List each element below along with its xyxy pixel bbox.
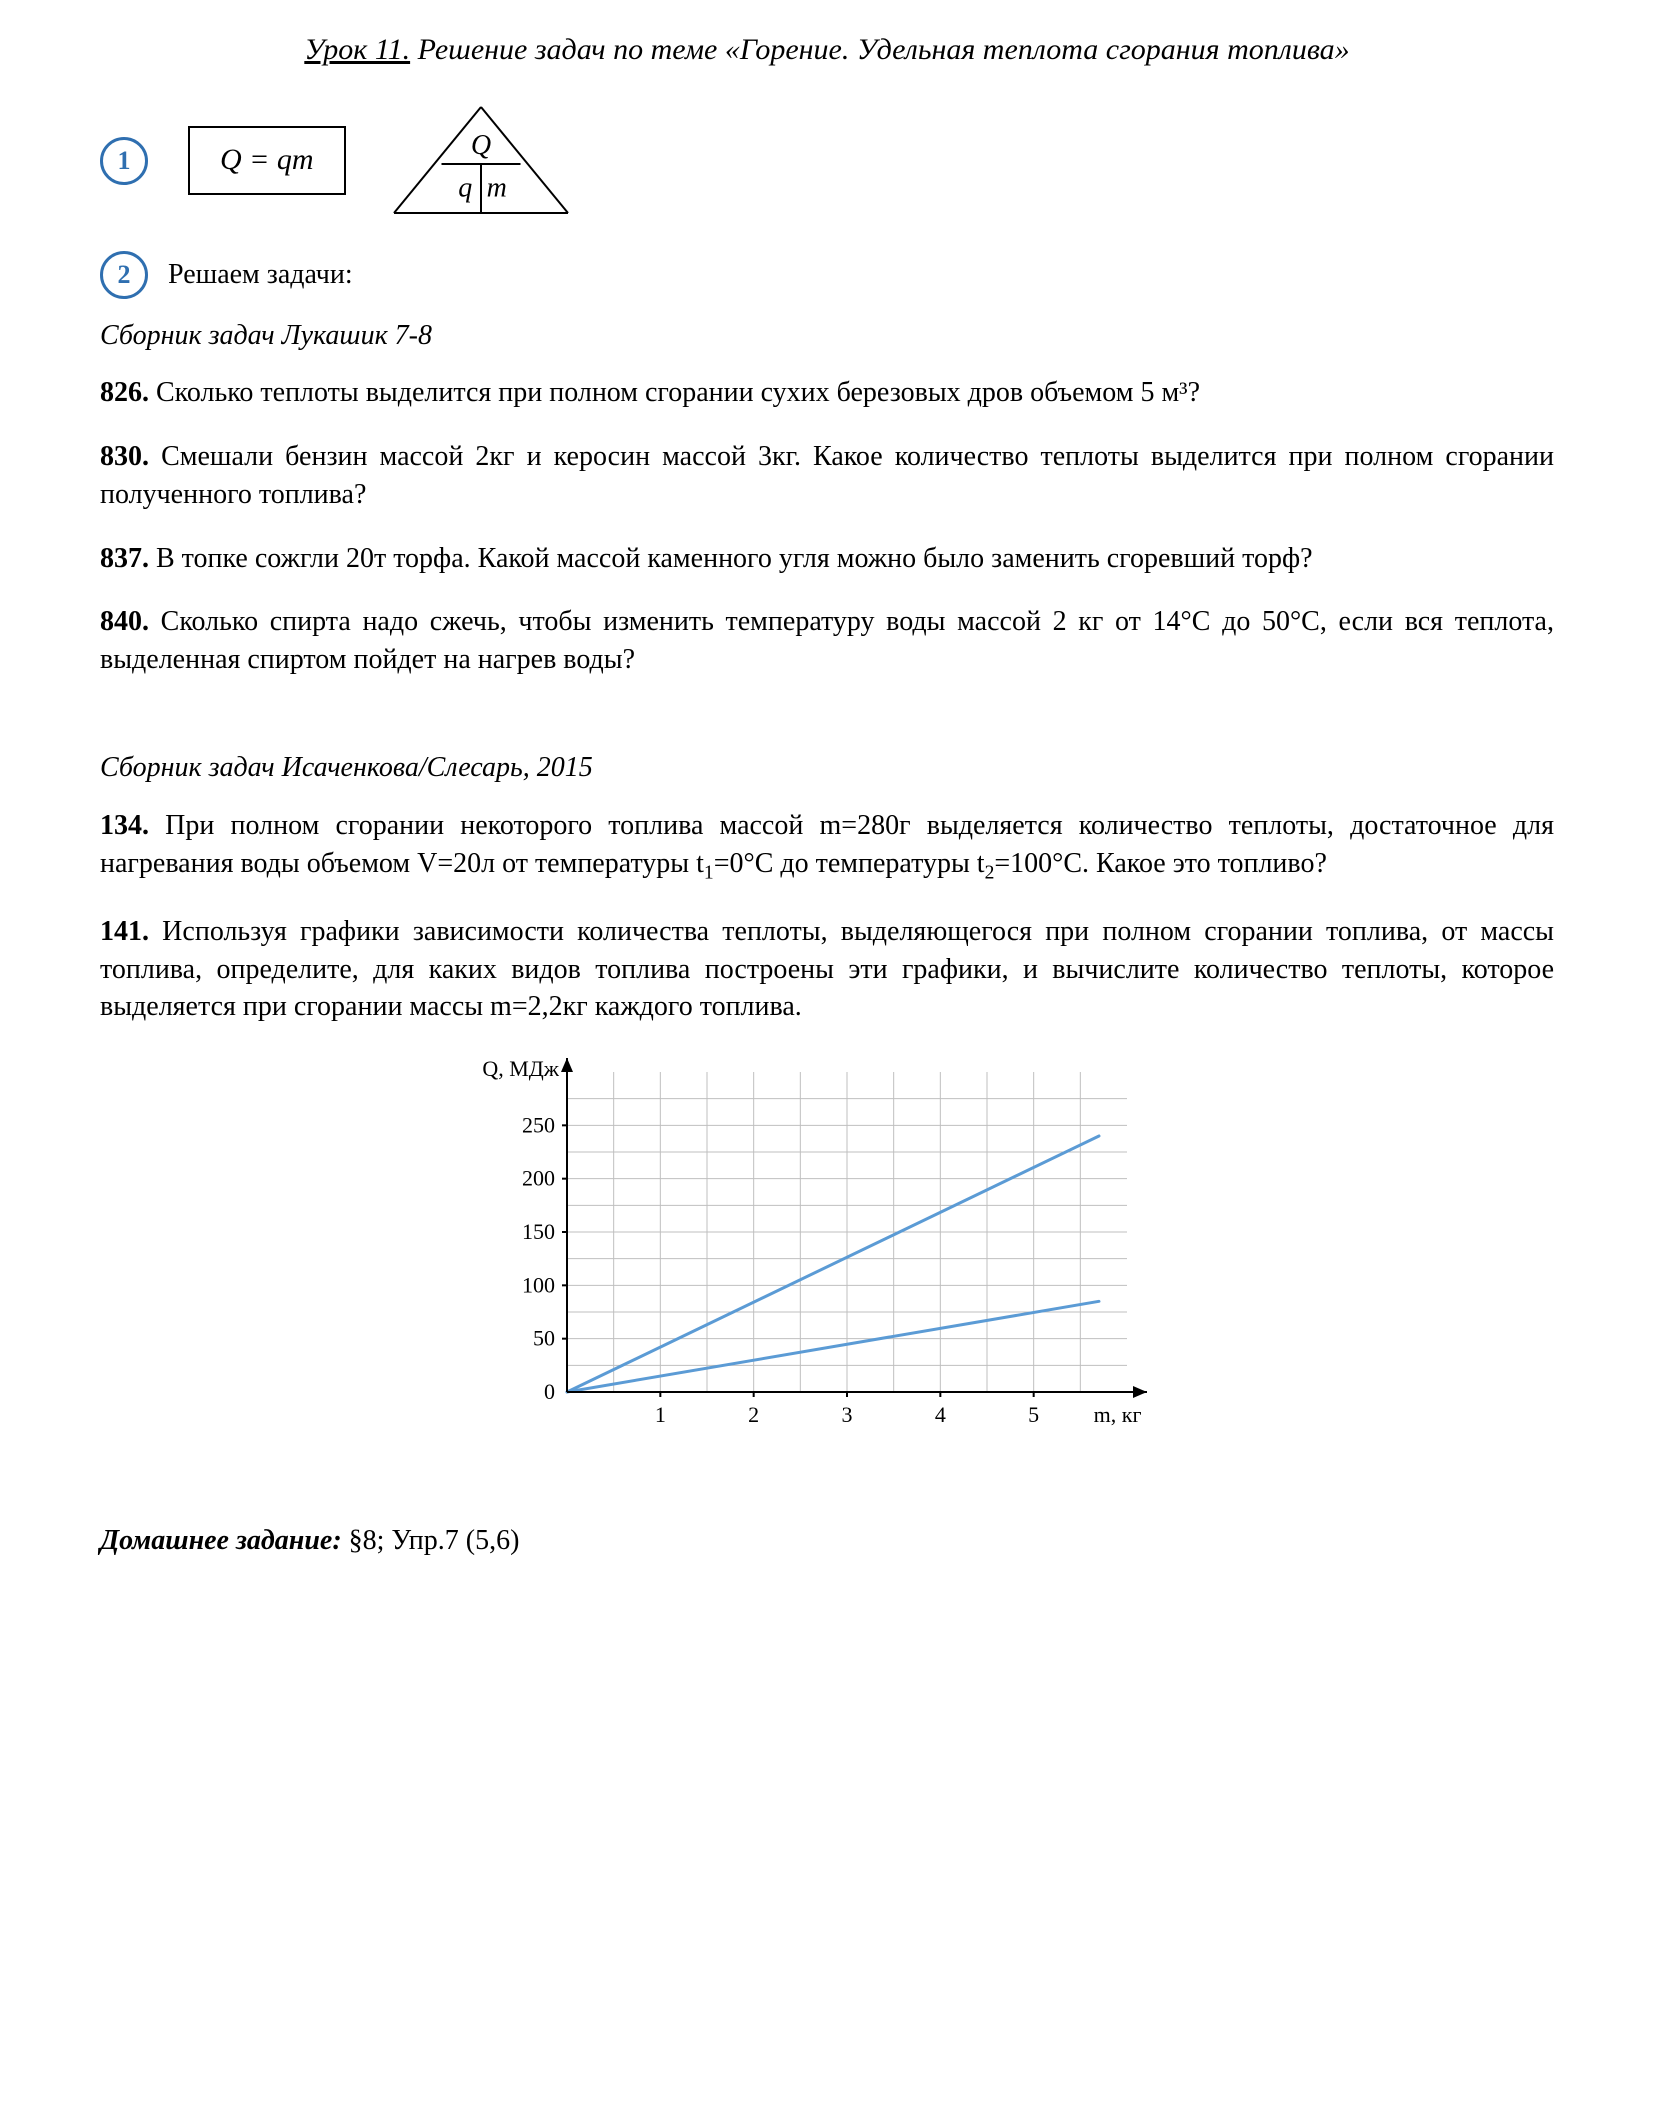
svg-text:2: 2	[748, 1402, 759, 1427]
subscript: 2	[985, 862, 995, 883]
svg-text:q: q	[458, 172, 472, 203]
svg-text:m: m	[486, 172, 506, 203]
svg-text:100: 100	[522, 1272, 555, 1297]
problem-text: Сколько теплоты выделится при полном сго…	[149, 377, 1200, 408]
section-1-row: 1 Q = qm Qqm	[100, 101, 1554, 221]
problem-number: 826.	[100, 377, 149, 408]
problem-text: =100°С. Какое это топливо?	[994, 848, 1327, 879]
problem-837: 837. В топке сожгли 20т торфа. Какой мас…	[100, 540, 1554, 578]
chart-container: 0 50 100 150 200 250 1 2 3 4 5 Q, МДж m, кг	[100, 1052, 1554, 1472]
formula-box: Q = qm	[188, 126, 346, 195]
problem-134: 134. При полном сгорании некоторого топл…	[100, 807, 1554, 887]
svg-text:150: 150	[522, 1219, 555, 1244]
section-number-2: 2	[100, 251, 148, 299]
problem-text: Сколько спирта надо сжечь, чтобы изменит…	[100, 606, 1554, 675]
source-2: Сборник задач Исаченкова/Слесарь, 2015	[100, 749, 1554, 787]
problem-830: 830. Смешали бензин массой 2кг и керосин…	[100, 438, 1554, 514]
svg-text:4: 4	[935, 1402, 946, 1427]
homework: Домашнее задание: §8; Упр.7 (5,6)	[100, 1522, 1554, 1560]
problem-number: 837.	[100, 543, 149, 574]
problem-141: 141. Используя графики зависимости колич…	[100, 913, 1554, 1026]
problem-text: Смешали бензин массой 2кг и керосин масс…	[100, 441, 1554, 510]
svg-text:Q, МДж: Q, МДж	[482, 1056, 559, 1081]
problem-text: В топке сожгли 20т торфа. Какой массой к…	[149, 543, 1313, 574]
problem-text: =0°С до температуры t	[714, 848, 985, 879]
homework-label: Домашнее задание:	[100, 1525, 342, 1556]
section-2-row: 2 Решаем задачи:	[100, 251, 1554, 299]
subscript: 1	[704, 862, 714, 883]
svg-text:200: 200	[522, 1166, 555, 1191]
problem-text: Используя графики зависимости количества…	[100, 916, 1554, 1023]
svg-text:Q: Q	[470, 130, 490, 161]
svg-text:5: 5	[1028, 1402, 1039, 1427]
svg-text:1: 1	[655, 1402, 666, 1427]
formula-triangle: Qqm	[386, 101, 576, 221]
svg-text:50: 50	[533, 1326, 555, 1351]
homework-text: §8; Упр.7 (5,6)	[342, 1525, 520, 1556]
problem-number: 830.	[100, 441, 149, 472]
lesson-topic: Решение задач по теме «Горение. Удельная…	[410, 33, 1350, 66]
svg-text:250: 250	[522, 1112, 555, 1137]
section-number-1: 1	[100, 137, 148, 185]
heat-mass-chart: 0 50 100 150 200 250 1 2 3 4 5 Q, МДж m, кг	[447, 1052, 1207, 1472]
problem-number: 141.	[100, 916, 149, 947]
problem-number: 134.	[100, 810, 149, 841]
lesson-title: Урок 11. Решение задач по теме «Горение.…	[100, 30, 1554, 71]
problem-826: 826. Сколько теплоты выделится при полно…	[100, 374, 1554, 412]
problem-840: 840. Сколько спирта надо сжечь, чтобы из…	[100, 603, 1554, 679]
svg-text:m, кг: m, кг	[1094, 1402, 1142, 1427]
problem-number: 840.	[100, 606, 149, 637]
svg-text:0: 0	[544, 1379, 555, 1404]
section-2-label: Решаем задачи:	[168, 256, 353, 294]
lesson-number: Урок 11.	[304, 33, 410, 66]
svg-text:3: 3	[842, 1402, 853, 1427]
source-1: Сборник задач Лукашик 7-8	[100, 317, 1554, 355]
